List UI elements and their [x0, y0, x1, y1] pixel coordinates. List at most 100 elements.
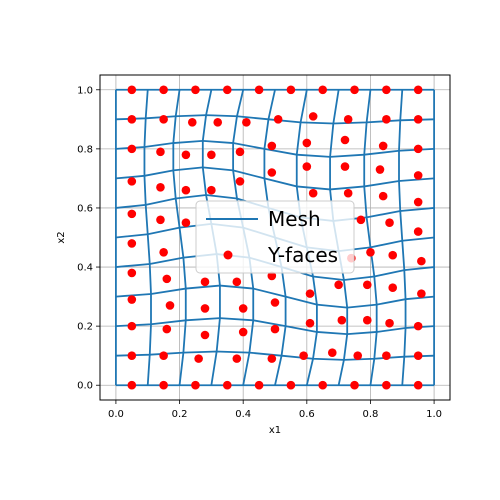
y-face-point [366, 247, 375, 257]
y-face-point [267, 271, 277, 281]
y-face-point [187, 117, 197, 127]
y-face-point [417, 289, 426, 298]
y-face-point [127, 209, 137, 219]
mesh-column-line [143, 89, 152, 386]
y-face-point [308, 188, 318, 198]
y-face-point [127, 321, 137, 331]
y-face-point [302, 138, 312, 148]
y-tick-label: 0.8 [77, 144, 93, 155]
y-face-point [337, 315, 347, 325]
y-face-point [340, 135, 350, 145]
y-face-point [340, 162, 350, 171]
y-face-point [413, 227, 423, 236]
x-tick-label: 1.0 [426, 409, 442, 420]
y-face-point [305, 318, 315, 328]
y-face-point [413, 144, 423, 154]
y-face-point [413, 115, 423, 124]
y-face-point [222, 380, 232, 390]
y-face-point [232, 277, 242, 287]
y-face-point [242, 117, 251, 127]
y-face-point [200, 330, 210, 340]
x-tick-label: 0.0 [108, 409, 124, 420]
y-faces-points [127, 85, 426, 390]
y-face-point [318, 85, 328, 95]
y-axis-label: x2 [56, 231, 67, 243]
y-face-point [270, 298, 280, 307]
y-face-point [273, 115, 283, 124]
y-face-point [378, 191, 388, 201]
y-face-point [207, 150, 216, 160]
y-face-point [159, 85, 168, 95]
y-face-point [385, 218, 394, 228]
x-axis-label: x1 [269, 425, 281, 436]
y-face-point [327, 348, 337, 358]
y-face-point [350, 380, 359, 390]
y-face-point [127, 380, 137, 390]
y-face-point [127, 144, 137, 154]
y-face-point [318, 380, 328, 390]
mesh-column-line [172, 89, 187, 386]
y-face-point [302, 162, 312, 171]
y-face-point [156, 215, 165, 225]
y-face-point [127, 239, 137, 248]
y-face-point [270, 324, 280, 334]
y-face-point [375, 165, 385, 174]
y-face-point [127, 268, 137, 278]
y-tick-label: 0.6 [77, 203, 93, 214]
y-face-point [194, 354, 203, 363]
y-face-point [127, 351, 137, 360]
y-face-point [267, 168, 277, 177]
y-face-point [413, 321, 423, 331]
legend: Mesh Y-faces [195, 200, 355, 274]
y-face-point [238, 327, 248, 337]
y-face-point [181, 218, 191, 228]
legend-mesh-label: Mesh [268, 207, 321, 231]
y-face-point [382, 351, 391, 360]
y-face-point [267, 141, 277, 151]
legend-faces-swatch [223, 250, 233, 260]
y-face-point [385, 318, 394, 328]
y-face-point [382, 380, 391, 390]
y-face-point [162, 324, 172, 334]
y-face-point [413, 171, 423, 180]
y-face-point [127, 295, 137, 304]
y-face-point [356, 215, 366, 225]
y-face-point [254, 85, 264, 95]
y-face-point [286, 380, 296, 390]
plot-frame [99, 74, 451, 401]
mesh-column-line [398, 89, 407, 386]
y-face-point [181, 150, 191, 160]
y-face-point [235, 147, 245, 157]
x-tick-label: 0.2 [172, 409, 188, 420]
y-face-point [378, 141, 388, 151]
y-face-point [350, 85, 359, 95]
y-face-point [213, 117, 223, 127]
y-face-point [334, 280, 343, 290]
y-face-point [159, 115, 168, 124]
x-tick-label: 0.6 [299, 409, 315, 420]
y-face-point [181, 185, 191, 195]
y-face-point [413, 197, 423, 207]
y-tick-label: 1.0 [77, 85, 93, 96]
y-face-point [413, 351, 423, 360]
y-face-point [382, 85, 391, 95]
y-face-point [200, 277, 210, 287]
y-tick-label: 0.2 [77, 322, 93, 333]
y-face-point [159, 247, 168, 257]
y-face-point [254, 380, 264, 390]
axis-ticks: 0.0 0.2 0.4 0.6 0.8 1.0 0.0 0.2 0.4 0.6 0.8 1.0 [77, 85, 442, 420]
y-face-point [235, 177, 245, 186]
y-face-point [388, 250, 398, 260]
y-face-point [156, 147, 165, 157]
y-face-point [238, 304, 248, 313]
y-face-point [159, 380, 168, 390]
y-face-point [388, 283, 398, 293]
y-face-point [343, 188, 353, 198]
x-tick-label: 0.4 [235, 409, 251, 420]
y-face-point [413, 85, 423, 95]
y-tick-label: 0.0 [77, 381, 93, 392]
y-face-point [200, 304, 210, 313]
y-face-point [222, 85, 232, 95]
y-face-point [165, 301, 175, 310]
